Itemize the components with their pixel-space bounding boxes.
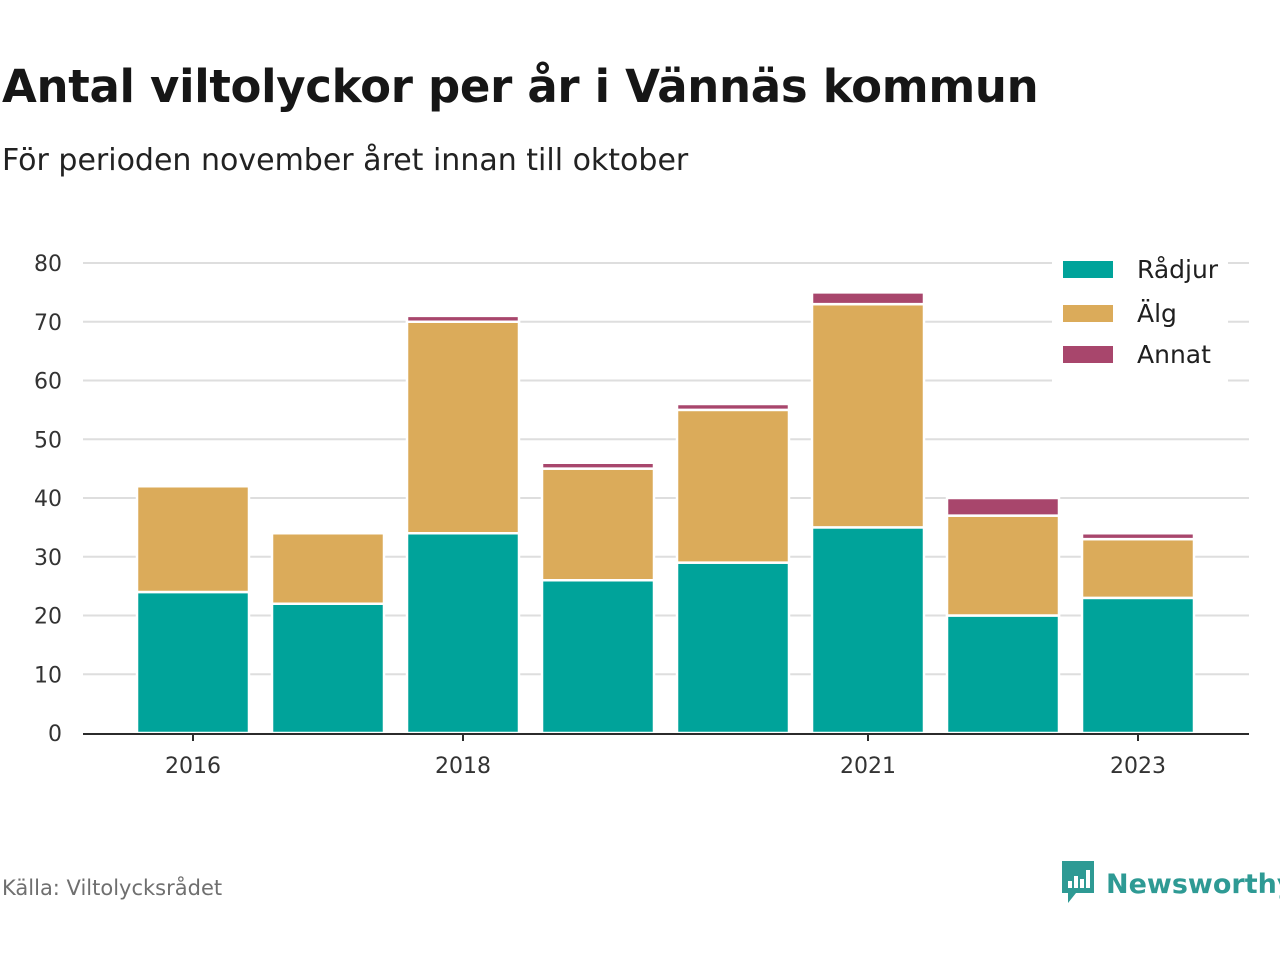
source-note: Källa: Viltolycksrådet	[2, 876, 223, 900]
legend-swatch-älg	[1063, 305, 1113, 322]
bar-segment-älg	[405, 320, 521, 535]
bar-segment-rådjur	[675, 561, 791, 735]
bar-segment-rådjur	[270, 602, 386, 735]
x-tick-label: 2016	[165, 754, 221, 779]
y-tick-label: 70	[34, 311, 62, 336]
bars	[135, 291, 1196, 735]
legend: Rådjur Älg Annat	[1052, 244, 1228, 382]
y-tick-label: 0	[48, 722, 62, 747]
legend-label: Rådjur	[1137, 255, 1219, 284]
bar-segment-rådjur	[810, 526, 926, 735]
legend-swatch-annat	[1063, 346, 1113, 363]
y-tick-label: 60	[34, 370, 62, 395]
x-tick-label: 2021	[840, 754, 896, 779]
y-tick-label: 10	[34, 663, 62, 688]
legend-swatch-rådjur	[1063, 261, 1113, 278]
bar-segment-älg	[135, 485, 251, 594]
legend-label: Annat	[1137, 340, 1211, 369]
newsworthy-logo-icon	[1060, 859, 1096, 909]
x-tick-label: 2018	[435, 754, 491, 779]
bar-segment-annat	[810, 291, 926, 306]
bar-segment-rådjur	[945, 614, 1061, 735]
bar-segment-annat	[1080, 532, 1196, 541]
bar-segment-älg	[540, 467, 656, 582]
bar-segment-rådjur	[135, 590, 251, 735]
bar-segment-annat	[675, 402, 791, 412]
y-tick-label: 40	[34, 487, 62, 512]
brand-name: Newsworthy	[1106, 868, 1280, 900]
y-tick-label: 50	[34, 428, 62, 453]
y-tick-label: 30	[34, 546, 62, 571]
bar-segment-rådjur	[1080, 596, 1196, 735]
bar-segment-annat	[405, 314, 521, 323]
bar-segment-rådjur	[405, 532, 521, 735]
axes: 0 10 20 30 40 50 60 70 80 2016 2018 2021 2023	[34, 252, 1249, 779]
bar-segment-älg	[810, 302, 926, 529]
y-tick-label: 20	[34, 605, 62, 630]
brand-logo[interactable]: Newsworthy	[1060, 860, 1280, 908]
chart-title: Antal viltolyckor per år i Vännäs kommun	[2, 60, 1039, 113]
bar-segment-älg	[270, 532, 386, 605]
chart-subtitle: För perioden november året innan till ok…	[2, 143, 689, 178]
x-tick-label: 2023	[1110, 754, 1166, 779]
bar-segment-annat	[540, 461, 656, 470]
bar-segment-rådjur	[540, 579, 656, 735]
y-tick-label: 80	[34, 252, 62, 277]
legend-label: Älg	[1137, 299, 1177, 328]
bar-segment-älg	[1080, 537, 1196, 600]
bar-segment-annat	[945, 496, 1061, 517]
bar-segment-älg	[945, 514, 1061, 617]
bar-segment-älg	[675, 408, 791, 564]
